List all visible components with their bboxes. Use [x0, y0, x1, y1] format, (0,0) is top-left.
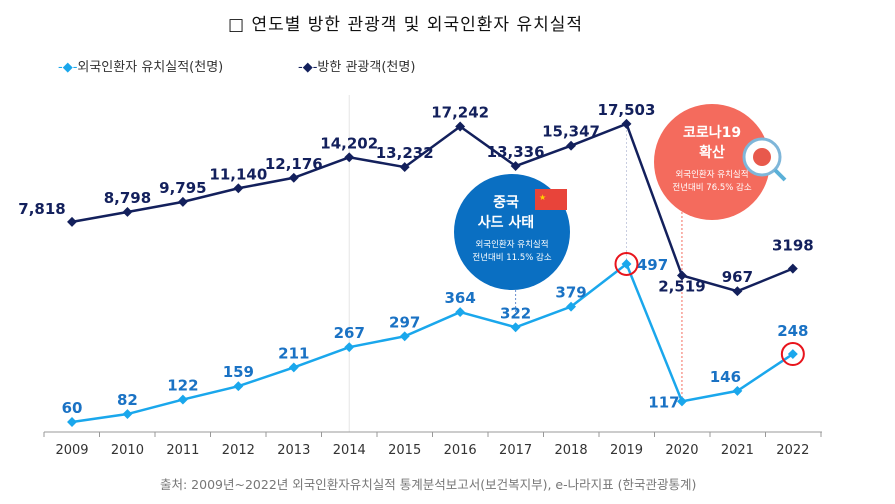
data-label: 9,795 [159, 179, 206, 197]
data-label: 13,232 [376, 144, 434, 162]
x-tick-label: 2019 [610, 443, 643, 458]
data-label: 12,176 [265, 155, 323, 173]
series-line-0 [71, 261, 794, 424]
data-point [621, 259, 632, 269]
annotation-title: 사드 사태 [478, 215, 534, 231]
data-label: 8,798 [104, 189, 151, 207]
data-point [344, 342, 355, 353]
x-tick-label: 2018 [555, 443, 588, 458]
data-point [177, 196, 188, 207]
data-label: 17,242 [431, 104, 489, 122]
data-label: 159 [223, 363, 254, 381]
data-label: 15,347 [542, 123, 600, 141]
legend-marker-patients: -◆- [58, 60, 78, 75]
data-point [510, 161, 521, 171]
data-point [510, 322, 521, 333]
data-label: 146 [710, 368, 741, 386]
magnifier-handle-icon [773, 168, 787, 182]
data-label: 497 [637, 256, 668, 274]
chart-title: □ 연도별 방한 관광객 및 외국인환자 유치실적 [228, 15, 584, 35]
data-label: 60 [62, 399, 83, 417]
data-label: 364 [444, 289, 475, 307]
virus-icon [753, 148, 771, 166]
data-point [566, 140, 576, 151]
data-label: 17,503 [598, 101, 656, 119]
data-point [67, 417, 77, 427]
data-point [67, 216, 77, 227]
x-tick-label: 2016 [444, 443, 477, 458]
x-tick-label: 2020 [665, 443, 698, 458]
legend-label: 방한 관광객(천명) [317, 60, 416, 75]
data-point [621, 118, 632, 129]
china-flag-icon [535, 189, 567, 210]
data-label: 2,519 [658, 278, 705, 296]
data-label: 13,336 [487, 143, 545, 161]
x-tick-label: 2011 [166, 443, 199, 458]
data-label: 248 [777, 322, 808, 340]
legend-label: 외국인환자 유치실적(천명) [77, 60, 224, 75]
x-tick-label: 2009 [55, 443, 88, 458]
x-tick-label: 2015 [388, 443, 421, 458]
data-point [233, 381, 244, 392]
data-point [122, 409, 133, 419]
data-label: 211 [278, 344, 309, 362]
data-label: 967 [722, 268, 753, 286]
data-label: 297 [389, 313, 420, 331]
data-label: 82 [117, 391, 138, 409]
series-line-1 [71, 122, 794, 293]
highlight-circle [614, 251, 639, 276]
data-label: 3198 [772, 237, 814, 255]
data-label: 117 [648, 393, 679, 411]
x-tick-label: 2017 [499, 443, 532, 458]
data-point [288, 172, 299, 183]
x-tick-label: 2013 [277, 443, 310, 458]
data-point [566, 301, 576, 312]
data-point [399, 162, 410, 173]
x-tick-label: 2010 [111, 443, 144, 458]
data-label: 14,202 [320, 134, 378, 152]
x-tick-label: 2014 [333, 443, 366, 458]
data-point [288, 362, 299, 373]
flag-star-icon: ★ [539, 193, 546, 202]
annotation-note: 외국인환자 유치실적 [475, 239, 548, 250]
data-label: 267 [334, 324, 365, 342]
legend-item-tourists: -◆-방한 관광객(천명) [298, 56, 415, 75]
annotation-title: 확산 [699, 144, 725, 161]
annotation-title: 코로나19 [683, 125, 741, 141]
annotation-bubble [654, 104, 770, 220]
data-point [732, 286, 743, 297]
x-tick-label: 2022 [776, 443, 809, 458]
data-point [787, 349, 798, 359]
highlight-circle [780, 342, 805, 367]
x-tick-label: 2012 [222, 443, 255, 458]
data-label: 11,140 [209, 165, 267, 183]
data-point [177, 394, 188, 405]
data-point [787, 263, 798, 274]
annotation-title: 중국 [493, 195, 519, 211]
legend-item-patients: -◆-외국인환자 유치실적(천명) [58, 56, 223, 75]
data-label: 122 [167, 377, 198, 395]
data-point [399, 331, 410, 342]
data-point [732, 385, 743, 396]
data-point [122, 207, 133, 217]
x-tick-label: 2021 [721, 443, 754, 458]
annotation-note: 전년대비 11.5% 감소 [472, 252, 552, 263]
data-label: 379 [555, 284, 586, 302]
data-point [233, 183, 244, 194]
data-label: 7,818 [18, 200, 65, 218]
data-label: 322 [500, 304, 531, 322]
annotation-note: 전년대비 76.5% 감소 [672, 182, 752, 193]
data-point [455, 307, 466, 318]
legend-marker-tourists: -◆- [298, 60, 318, 75]
data-point [344, 152, 355, 163]
data-point [677, 396, 687, 407]
data-point [677, 270, 687, 281]
annotation-note: 외국인환자 유치실적 [675, 169, 748, 180]
source-note: 출처: 2009년~2022년 외국인환자유치실적 통계분석보고서(보건복지부)… [160, 477, 697, 492]
